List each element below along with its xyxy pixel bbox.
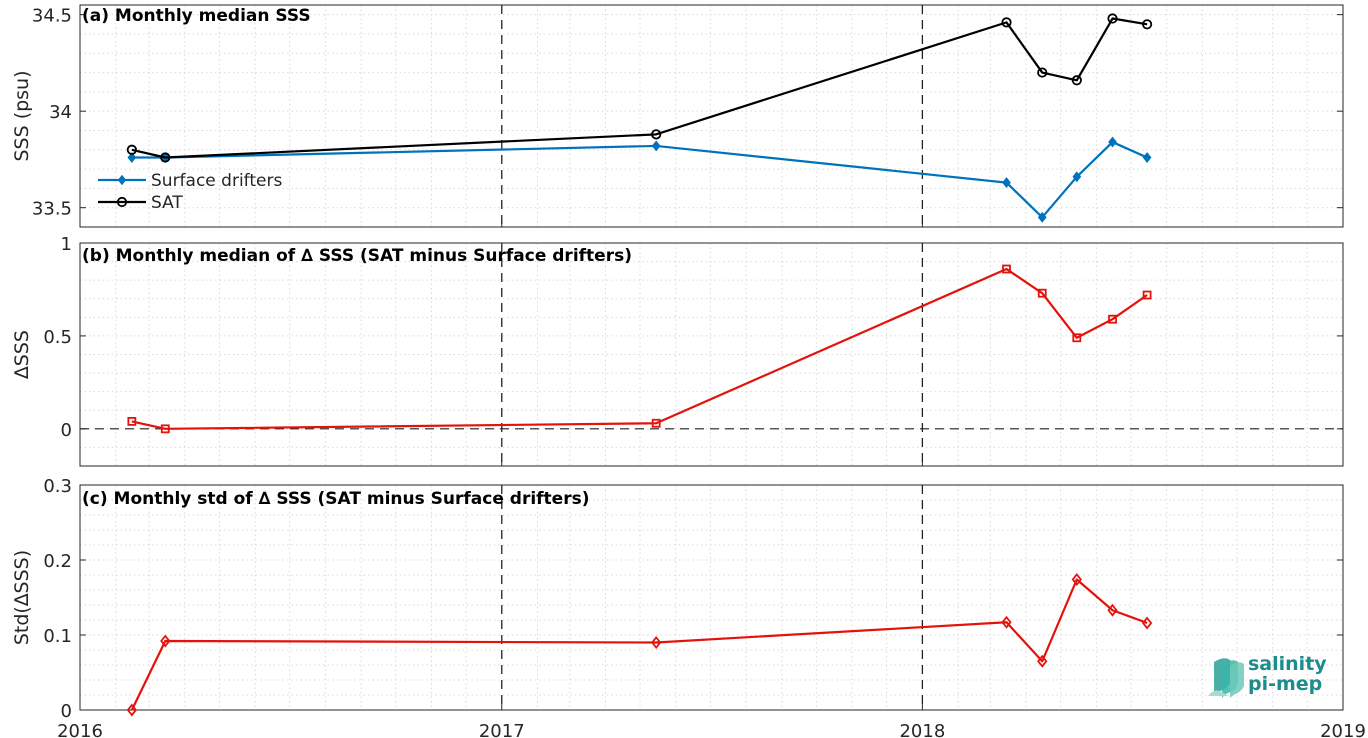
data-point: [1072, 171, 1082, 183]
x-tick-label: 2017: [479, 721, 525, 738]
y-tick-label: 34: [49, 102, 72, 123]
data-point: [127, 152, 137, 163]
y-tick-label: 34.5: [32, 6, 72, 27]
data-point: [651, 418, 661, 428]
series-line: [130, 578, 1148, 711]
y-tick-label: 33.5: [32, 199, 72, 220]
data-point: [651, 129, 662, 140]
data-point: [1141, 19, 1153, 30]
x-tick-label: 2019: [1320, 721, 1366, 738]
axes-box: [79, 242, 1344, 467]
data-point: [1141, 616, 1153, 630]
y-grid: [80, 484, 1343, 711]
data-point: [1108, 314, 1117, 324]
x-tick-label: 2016: [57, 721, 103, 738]
data-point: [1071, 75, 1082, 86]
series-delta-sss: [126, 573, 1153, 717]
series-line: [131, 140, 1148, 219]
data-point: [1072, 333, 1082, 343]
series-line: [131, 267, 1148, 430]
year-separators: [501, 5, 924, 227]
legend-label: SAT: [151, 193, 183, 213]
y-tick-label: 0.2: [43, 551, 72, 572]
y-tick-label: 0.5: [43, 327, 72, 348]
y-grid: [80, 14, 1343, 228]
data-point: [651, 140, 661, 152]
y-tick-label: 0: [61, 701, 72, 722]
data-point: [1108, 136, 1117, 148]
series-surface-drifters: [127, 136, 1152, 223]
logo-text-line2: pi-mep: [1248, 673, 1322, 695]
y-tick-label: 0.3: [43, 476, 72, 497]
data-point: [651, 636, 662, 649]
data-point: [1002, 264, 1011, 274]
data-point: [1037, 288, 1047, 298]
data-point: [1001, 17, 1012, 28]
panel-title: (b) Monthly median of ∆ SSS (SAT minus S…: [82, 246, 632, 266]
axes-box: [79, 484, 1344, 711]
panel-title: (a) Monthly median SSS: [82, 6, 311, 26]
x-grid: [115, 485, 1308, 710]
data-point: [1001, 615, 1012, 629]
y-tick-label: 0: [61, 420, 72, 441]
panel-title: (c) Monthly std of ∆ SSS (SAT minus Surf…: [82, 489, 589, 509]
legend-marker: [116, 196, 128, 208]
data-point: [127, 416, 137, 426]
series-delta-sss: [127, 264, 1152, 434]
data-point: [1037, 211, 1047, 223]
x-grid: [115, 5, 1308, 227]
year-separators: [501, 485, 924, 710]
y-tick-label: 1: [61, 234, 72, 255]
series-line: [131, 17, 1148, 159]
data-point: [1107, 13, 1118, 24]
y-grid: [80, 242, 1343, 467]
data-point: [1037, 654, 1048, 668]
data-point: [1142, 152, 1152, 163]
axes-box: [79, 4, 1344, 228]
data-point: [1107, 603, 1118, 617]
panel-2: 0 0.5 1 ∆SSS (b) Monthly median of ∆ SSS (SA…: [11, 234, 1344, 467]
y-axis-label: Std(∆SSS): [11, 550, 33, 645]
logo-icon: [1208, 658, 1244, 698]
data-point: [126, 144, 137, 155]
y-axis-label: SSS (psu): [11, 70, 33, 161]
data-point: [1002, 177, 1011, 189]
data-point: [1071, 573, 1082, 586]
data-point: [160, 634, 171, 648]
panel-1: 33.5 34 34.5 SSS (psu) (a) Monthly median SS…: [11, 4, 1344, 228]
data-point: [160, 424, 170, 434]
data-point: [160, 152, 171, 163]
series-sat: [126, 13, 1153, 163]
legend-label: Surface drifters: [151, 171, 282, 191]
pimep-logo: salinity pi-mep: [1208, 653, 1327, 698]
legend-marker: [117, 174, 127, 186]
data-point: [1142, 290, 1152, 300]
logo-text-line1: salinity: [1248, 653, 1327, 675]
y-tick-label: 0.1: [43, 626, 72, 647]
panel-3: 0 0.1 0.2 0.3 2016 2017 2018 2019 Std(∆SSS) (c) M…: [11, 476, 1366, 738]
y-axis-label: ∆SSS: [11, 330, 33, 380]
x-tick-label: 2018: [899, 721, 945, 738]
data-point: [126, 703, 138, 717]
data-point: [1037, 67, 1048, 78]
